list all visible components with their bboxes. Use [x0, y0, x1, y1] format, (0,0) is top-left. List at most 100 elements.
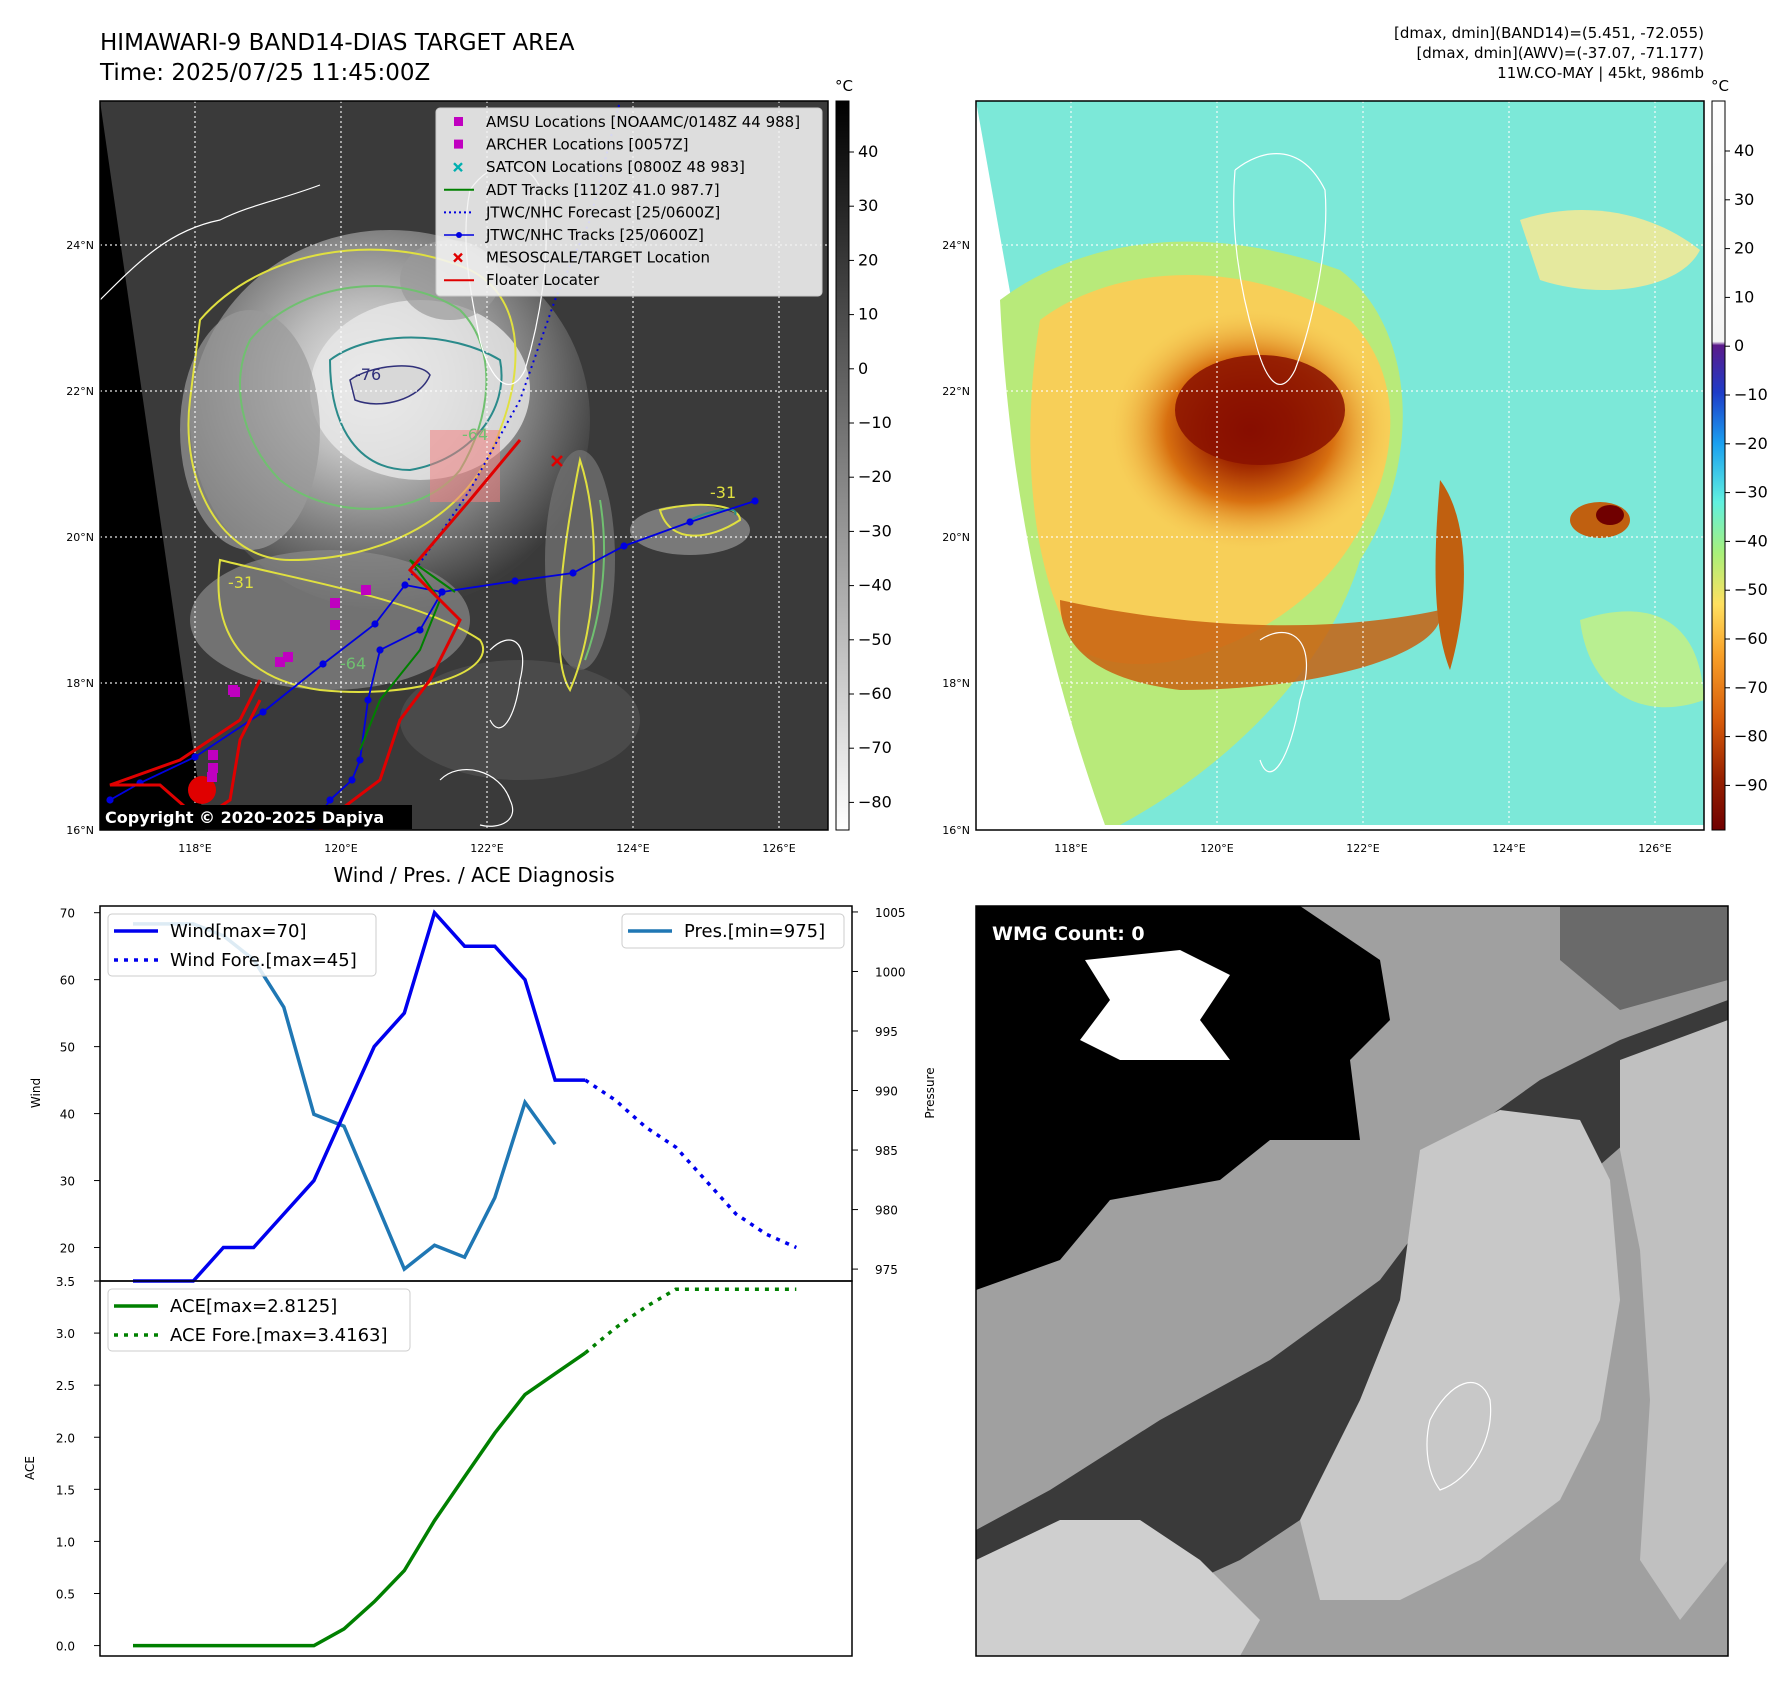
wmg-panel-frame: [975, 905, 1729, 1657]
amsu-location-marker: [208, 750, 218, 760]
legend-marker-x: [453, 162, 463, 173]
wind-forecast-series-line: [584, 1078, 798, 1250]
amsu-location-marker: [207, 772, 217, 782]
colorbar-tick-label: 40: [858, 142, 878, 161]
awv-colorbar-bar: [1711, 100, 1726, 831]
jtwc-track-point: [259, 708, 267, 716]
lat-label: 22°N: [66, 385, 94, 398]
legend-entry-label: AMSU Locations [NOAAMC/0148Z 44 988]: [486, 113, 800, 131]
colorbar-tick-label: −30: [858, 521, 892, 540]
colorbar-tick-label: 20: [858, 250, 878, 269]
legend-wind-fore-label: Wind Fore.[max=45]: [170, 950, 357, 971]
wind-series-line: [133, 909, 586, 1283]
legend-marker-x-stroke: [453, 252, 463, 263]
lon-label: 124°E: [1492, 842, 1525, 855]
jtwc-track-point: [751, 497, 759, 505]
jtwc-track-point: [686, 518, 694, 526]
jtwc-track-point: [371, 620, 379, 628]
jtwc-track-point: [326, 796, 334, 804]
colorbar-tick-label: −40: [858, 576, 892, 595]
ace-axis-ticks: 3.5 3.0 2.5 2.0 1.5 1.0 0.5 0.0: [56, 1275, 100, 1654]
colorbar-tick-label: −20: [858, 467, 892, 486]
gray-colorbar-bar: [835, 100, 850, 831]
target-x-stroke: [551, 455, 563, 467]
awv-map-panel: [976, 101, 1704, 830]
ace-tick-label: 2.0: [56, 1431, 75, 1445]
contour-label: -31: [710, 483, 736, 502]
wind-axis-ticks: 70 60 50 40 30 20: [60, 907, 100, 1256]
amsu-location-marker: [230, 687, 240, 697]
jtwc-track-point: [376, 646, 384, 654]
lat-label: 24°N: [66, 239, 94, 252]
wmg-light-region: [1300, 1110, 1620, 1600]
lat-label: 16°N: [942, 824, 970, 837]
jtwc-track-point: [416, 626, 424, 634]
legend-ace-label: ACE[max=2.8125]: [170, 1296, 337, 1317]
wmg-label-box: [984, 916, 1166, 948]
lon-label: 122°E: [1346, 842, 1379, 855]
amsu-location-marker: [330, 620, 340, 630]
contour-label: -64: [340, 654, 366, 673]
wind-legend: Wind[max=70] Wind Fore.[max=45]: [107, 913, 377, 977]
ir-track-overlays: [106, 101, 759, 830]
legend-entry-label: ADT Tracks [1120Z 41.0 987.7]: [486, 181, 720, 199]
jtwc-track-point: [356, 756, 364, 764]
ace-tick-label: 3.5: [56, 1275, 75, 1289]
ir-contour-labels: -31 -31 -64 -76 -64: [228, 365, 736, 673]
awv-colorbar: °C 40 30 20 10 0 −10 −20 −30 −40 −50 −60 −70 −80 −90: [1711, 77, 1768, 831]
lon-label: 120°E: [1200, 842, 1233, 855]
jtwc-track-point: [191, 753, 199, 761]
colorbar-tick-label: −70: [1734, 678, 1768, 697]
copyright-box: [100, 805, 412, 829]
amsu-location-marker: [330, 598, 340, 608]
lat-label: 18°N: [942, 677, 970, 690]
legend-marker-x-stroke: [453, 162, 463, 173]
wmg-light-region-right: [1620, 1020, 1728, 1620]
wind-legend-box: [107, 913, 377, 977]
colorbar-tick-label: −50: [1734, 580, 1768, 599]
gray-colorbar: °C 40 30 20 10 0 −10 −20 −30 −40 −50 −60 −70 −80: [835, 77, 892, 831]
colorbar-tick-label: −80: [1734, 727, 1768, 746]
lat-label: 24°N: [942, 239, 970, 252]
contour-label: -76: [355, 365, 381, 384]
legend-wind-label: Wind[max=70]: [170, 921, 307, 942]
amsu-location-marker: [361, 585, 371, 595]
ace-axis-label: ACE: [23, 1456, 37, 1480]
ir-contours-yellow: [187, 248, 742, 693]
ace-tick-label: 1.0: [56, 1535, 75, 1549]
legend-marker-square: [454, 139, 463, 149]
jtwc-forecast-line: [404, 101, 621, 586]
awv-lon-labels: 118°E 120°E 122°E 124°E 126°E: [1054, 842, 1671, 855]
awv-lat-labels: 24°N 22°N 20°N 18°N 16°N: [942, 239, 970, 837]
copyright-text: Copyright © 2020-2025 Dapiya: [105, 808, 384, 827]
colorbar-tick-label: −60: [1734, 629, 1768, 648]
diagnosis-title: Wind / Pres. / ACE Diagnosis: [333, 863, 614, 887]
ir-lat-labels: 24°N 22°N 20°N 18°N 16°N: [66, 239, 94, 837]
pressure-legend: Pres.[min=975]: [621, 913, 845, 949]
colorbar-tick-label: −60: [858, 684, 892, 703]
awv-moisture-field: [1000, 210, 1704, 826]
colorbar-tick-label: 30: [1734, 190, 1754, 209]
wmg-panel: WMG Count: 0: [976, 906, 1728, 1656]
wmg-contour: [1426, 1382, 1492, 1491]
colorbar-tick-label: 30: [858, 196, 878, 215]
pressure-tick-label: 985: [875, 1144, 898, 1158]
pressure-tick-label: 990: [875, 1085, 898, 1099]
colorbar-tick-label: −40: [1734, 531, 1768, 550]
legend-ace-fore-label: ACE Fore.[max=3.4163]: [170, 1325, 388, 1346]
figure-title: HIMAWARI-9 BAND14-DIAS TARGET AREA: [100, 30, 575, 56]
lon-label: 126°E: [1638, 842, 1671, 855]
floater-track-line: [318, 439, 522, 830]
colorbar-tick-label: 10: [1734, 287, 1754, 306]
ace-tick-label: 0.0: [56, 1640, 75, 1654]
lon-label: 122°E: [470, 842, 503, 855]
wmg-white-region: [1080, 950, 1230, 1060]
pressure-tick-label: 975: [875, 1263, 898, 1277]
legend-marker-square: [454, 117, 463, 126]
adt-track-line: [359, 559, 456, 751]
contour-label: -64: [462, 425, 488, 444]
floater-blob: [188, 776, 216, 804]
jtwc-track-point: [364, 696, 372, 704]
amsu-location-marker: [208, 763, 218, 773]
